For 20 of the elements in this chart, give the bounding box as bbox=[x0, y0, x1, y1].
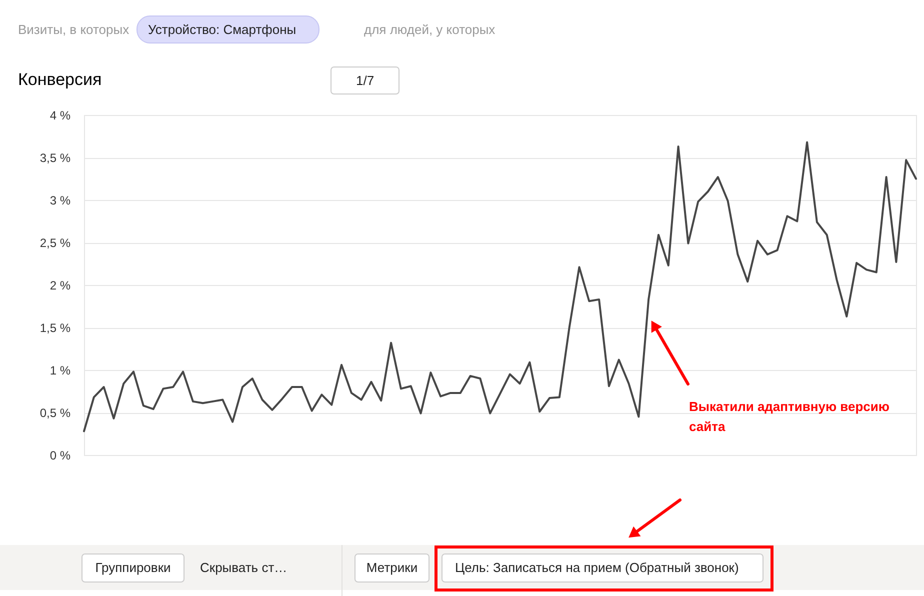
text: Визиты, в которых bbox=[18, 22, 130, 37]
y-tick-label: 2 % bbox=[50, 278, 71, 292]
text: 1/7 bbox=[356, 73, 374, 88]
y-tick-label: 2,5 % bbox=[40, 236, 71, 250]
text: Метрики bbox=[366, 560, 418, 575]
y-tick-label: 3 % bbox=[50, 194, 71, 208]
text: Группировки bbox=[95, 560, 171, 575]
chart-title: Конверсия bbox=[18, 70, 102, 89]
y-tick-label: 1 % bbox=[50, 364, 71, 378]
annotation: Выкатили адаптивную версию сайта bbox=[689, 399, 890, 434]
y-tick-label: 3,5 % bbox=[40, 151, 71, 165]
text: Скрывать ст… bbox=[200, 560, 288, 575]
text: Устройство: Смартфоны bbox=[148, 22, 296, 37]
y-tick-label: 0 % bbox=[50, 448, 71, 462]
y-tick-label: 1,5 % bbox=[40, 321, 71, 335]
text: для людей, у которых bbox=[364, 22, 496, 37]
y-tick-label: 4 % bbox=[50, 108, 71, 122]
line-series bbox=[83, 141, 917, 432]
y-tick-label: 0,5 % bbox=[40, 406, 71, 420]
text: Цель: Записаться на прием (Обратный звонок) bbox=[455, 560, 739, 575]
